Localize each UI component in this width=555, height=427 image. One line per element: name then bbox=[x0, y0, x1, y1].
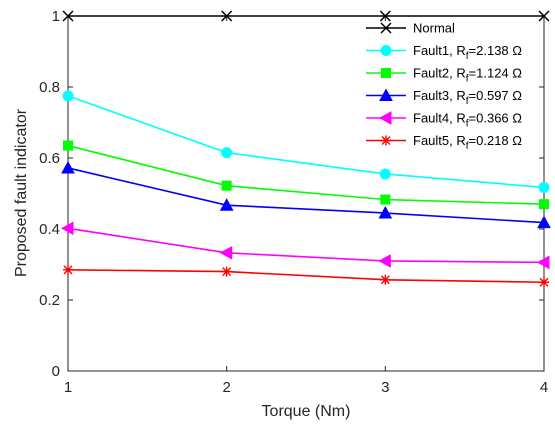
legend-label-main: Fault2, R bbox=[413, 66, 466, 81]
series-0 bbox=[62, 10, 550, 22]
data-point bbox=[379, 10, 391, 22]
legend-label-rest: =0.218 Ω bbox=[469, 133, 523, 148]
series-5 bbox=[63, 264, 549, 288]
series-line bbox=[67, 167, 545, 224]
x-tick-label: 1 bbox=[64, 379, 72, 396]
legend-item: Fault3, Rf=0.597 Ω bbox=[366, 88, 522, 107]
y-tick-label: 0.6 bbox=[39, 150, 60, 167]
series-3 bbox=[61, 160, 551, 229]
legend-label-main: Fault3, R bbox=[413, 88, 466, 103]
legend-label-sub: f bbox=[466, 74, 469, 85]
x-tick-label: 4 bbox=[540, 379, 548, 396]
legend-item: Fault4, Rf=0.366 Ω bbox=[366, 111, 522, 130]
data-point bbox=[63, 264, 73, 275]
data-point bbox=[62, 90, 74, 102]
legend-item: Fault1, Rf=2.138 Ω bbox=[366, 43, 522, 62]
x-tick-label: 2 bbox=[222, 379, 230, 396]
data-point bbox=[539, 199, 549, 210]
data-point bbox=[539, 277, 549, 288]
legend-label: Fault5, Rf=0.218 Ω bbox=[413, 133, 522, 152]
legend-marker bbox=[381, 68, 391, 78]
legend-marker bbox=[380, 45, 392, 56]
x-tick-label: 3 bbox=[381, 379, 389, 396]
legend-item: Fault2, Rf=1.124 Ω bbox=[366, 66, 522, 85]
data-point bbox=[536, 255, 550, 270]
series-line bbox=[67, 227, 545, 264]
series-4 bbox=[60, 221, 550, 270]
y-tick-label: 0.2 bbox=[39, 292, 60, 309]
legend-label-rest: =0.597 Ω bbox=[469, 88, 523, 103]
series-line bbox=[67, 144, 545, 205]
y-tick-label: 0 bbox=[52, 363, 60, 380]
series-1 bbox=[62, 90, 550, 193]
data-point bbox=[538, 10, 550, 22]
data-point bbox=[380, 274, 391, 285]
legend-label: Fault3, Rf=0.597 Ω bbox=[413, 88, 522, 107]
legend-label: Fault2, Rf=1.124 Ω bbox=[413, 66, 522, 85]
legend-label-sub: f bbox=[466, 141, 469, 152]
legend-label-main: Fault5, R bbox=[413, 133, 466, 148]
legend-label-main: Fault4, R bbox=[413, 111, 466, 126]
data-point bbox=[379, 168, 391, 180]
legend-label: Normal bbox=[413, 21, 455, 36]
y-tick-label: 0.8 bbox=[39, 79, 60, 96]
series-line bbox=[67, 269, 545, 284]
data-point bbox=[62, 10, 74, 22]
data-point bbox=[537, 215, 551, 229]
legend-item: Normal bbox=[366, 21, 455, 36]
y-tick-label: 1 bbox=[52, 8, 60, 25]
series-2 bbox=[63, 140, 549, 210]
legend-label-sub: f bbox=[466, 119, 469, 130]
data-point bbox=[60, 221, 74, 236]
data-point bbox=[221, 180, 232, 191]
legend-label-rest: =0.366 Ω bbox=[469, 111, 523, 126]
legend-label: Fault4, Rf=0.366 Ω bbox=[413, 111, 522, 130]
legend-marker bbox=[381, 135, 391, 146]
data-point bbox=[221, 10, 233, 22]
data-point bbox=[221, 266, 232, 277]
y-tick-label: 0.4 bbox=[39, 221, 60, 238]
legend-label: Fault1, Rf=2.138 Ω bbox=[413, 43, 522, 62]
legend-marker bbox=[378, 111, 392, 125]
data-point bbox=[378, 205, 393, 219]
data-point bbox=[378, 254, 391, 268]
legend-label-sub: f bbox=[466, 96, 469, 107]
legend-label-sub: f bbox=[466, 51, 469, 62]
data-point bbox=[538, 181, 550, 193]
legend-label-main: Normal bbox=[413, 21, 455, 36]
data-point bbox=[219, 198, 234, 211]
legend-marker bbox=[379, 88, 393, 101]
series-line bbox=[67, 95, 545, 189]
data-point bbox=[219, 245, 233, 260]
data-point bbox=[221, 147, 233, 159]
legend-label-rest: =1.124 Ω bbox=[469, 66, 523, 81]
y-axis-label: Proposed fault indicator bbox=[13, 108, 30, 277]
legend-label-rest: =2.138 Ω bbox=[469, 43, 523, 58]
legend-item: Fault5, Rf=0.218 Ω bbox=[366, 133, 522, 152]
data-point bbox=[63, 140, 73, 151]
data-point bbox=[61, 160, 75, 174]
legend-label-main: Fault1, R bbox=[413, 43, 466, 58]
legend-marker bbox=[380, 22, 392, 34]
series-layer bbox=[60, 10, 551, 288]
x-axis-label: Torque (Nm) bbox=[262, 403, 351, 420]
plot-area bbox=[67, 15, 545, 372]
data-point bbox=[380, 194, 391, 205]
